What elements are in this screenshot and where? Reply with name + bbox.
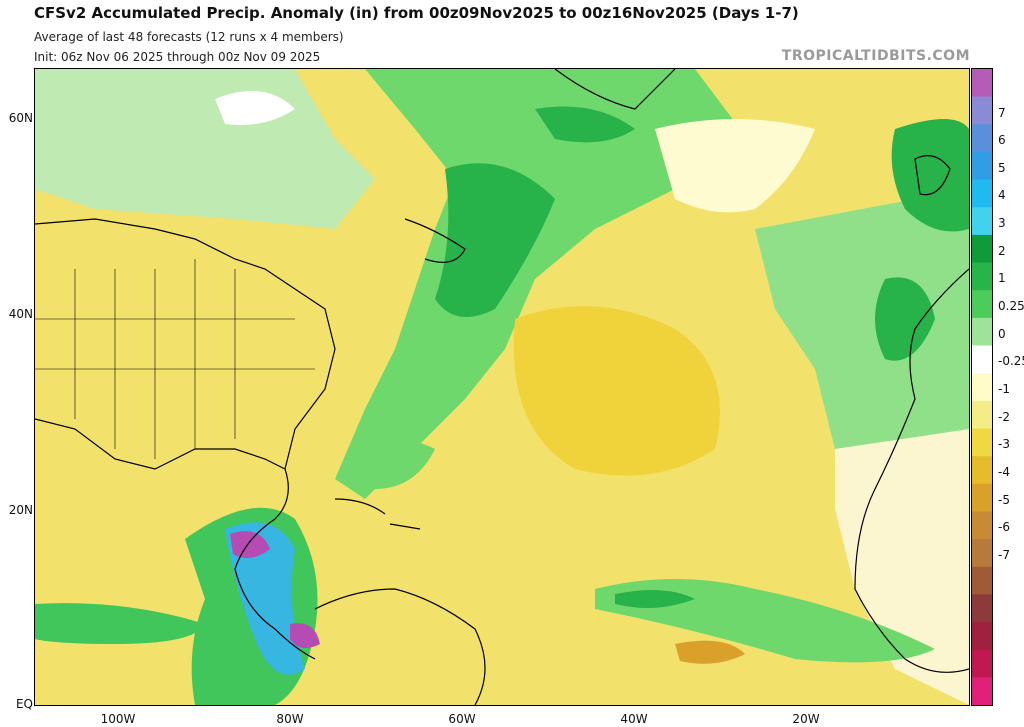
colorbar-swatch [972, 456, 992, 485]
colorbar-tick-label: 6 [998, 133, 1006, 148]
colorbar-tick-label: 3 [998, 216, 1006, 231]
colorbar-swatch [972, 677, 992, 706]
anomaly-region-west-africa [835, 429, 969, 705]
lat-label-eq: EQ [15, 697, 33, 711]
lon-label-40w: 40W [620, 712, 648, 726]
colorbar-swatch [972, 649, 992, 678]
colorbar-tick-label: 5 [998, 160, 1006, 175]
colorbar-tick-label: -4 [998, 465, 1010, 479]
lon-label-80w: 80W [276, 712, 304, 726]
brand-watermark: TROPICALTIDBITS.COM [781, 48, 970, 64]
colorbar-tick-label: -7 [998, 547, 1010, 562]
central-america-coastline [234, 468, 316, 660]
colorbar-swatch [972, 124, 992, 153]
anomaly-region-british-isles [891, 119, 969, 232]
colorbar-swatch [972, 483, 992, 512]
colorbar-tick-label: 1 [998, 271, 1006, 286]
coastlines [34, 68, 970, 706]
anomaly-region-itcz-core [615, 590, 695, 608]
lat-label-20n: 20N [8, 503, 33, 517]
colorbar-svg [972, 69, 992, 706]
anomaly-region-max-panama [290, 623, 320, 648]
newfoundland-coastline [404, 218, 466, 263]
colorbar-swatch [972, 234, 992, 264]
lon-label-100w: 100W [100, 712, 136, 726]
colorbar-tick-label: -0.25 [998, 354, 1024, 369]
colorbar-swatch [972, 566, 992, 595]
colorbar-tick-label: 4 [998, 188, 1006, 203]
anomaly-region-gulf-stream-south [355, 439, 435, 489]
lat-label-40n: 40N [8, 307, 33, 321]
colorbar-tick-label: 7 [998, 105, 1006, 120]
colorbar-swatch [972, 69, 992, 98]
colorbar-swatch [972, 317, 992, 347]
colorbar-swatch [972, 290, 992, 319]
africa-iberia-coastline [854, 268, 970, 673]
colorbar-swatch [972, 96, 992, 125]
colorbar-tick-label: -2 [998, 409, 1010, 424]
subtitle-forecasts: Average of last 48 forecasts (12 runs x … [34, 30, 344, 44]
colorbar-swatch [972, 151, 992, 181]
anomaly-region-subtropical-dry [513, 306, 720, 476]
colorbar-swatch [972, 345, 992, 374]
anomaly-region-iberia [875, 277, 935, 361]
subtitle-init: Init: 06z Nov 06 2025 through 00z Nov 09… [34, 50, 321, 64]
anomaly-region-caribbean-wet [225, 522, 305, 675]
north-america-coastline [34, 218, 336, 470]
map-svg [34, 68, 970, 706]
anomaly-region-atlantic-core [435, 163, 555, 317]
colorbar-tick-label: 0.25 [998, 299, 1024, 313]
colorbar-swatch [972, 511, 992, 540]
anomaly-region-mid-atlantic-pale [655, 119, 815, 213]
colorbar-swatch [972, 207, 992, 236]
colorbar-swatch [972, 428, 992, 457]
anomaly-region-atlantic-band [335, 69, 755, 499]
colorbar-tick-label: 0 [998, 326, 1006, 341]
greenland-coastline [554, 68, 676, 110]
colorbar-tick-label: -6 [998, 520, 1010, 535]
anomaly-region-east-pacific [35, 603, 205, 644]
lat-label-60n: 60N [8, 111, 33, 125]
colorbar-tick-label: 2 [998, 243, 1006, 258]
anomaly-region-max-west [230, 531, 270, 558]
lon-label-60w: 60W [448, 712, 476, 726]
state-border-lines [35, 259, 315, 459]
state-borders [35, 259, 315, 459]
precip-anomaly-map [34, 68, 970, 706]
anomaly-region-greenland-south [535, 106, 635, 143]
colorbar-swatch [972, 594, 992, 623]
colorbar-tick-label: -1 [998, 382, 1010, 396]
anomaly-region-east-atlantic [755, 189, 969, 499]
colorbar-swatch [972, 262, 992, 291]
colorbar-tick-label: -5 [998, 492, 1010, 507]
chart-title: CFSv2 Accumulated Precip. Anomaly (in) f… [34, 4, 799, 22]
colorbar-tick-label: -3 [998, 437, 1010, 452]
colorbar-swatch [972, 539, 992, 568]
british-isles-coastline [914, 155, 951, 196]
colorbar-swatch [972, 622, 992, 651]
caribbean-islands [334, 498, 421, 530]
south-america-coastline [314, 588, 486, 706]
colorbar-swatch [972, 373, 992, 402]
colorbar-swatch [972, 400, 992, 429]
anomaly-region-dry-spot [675, 640, 745, 664]
lon-label-20w: 20W [792, 712, 820, 726]
anomaly-region-white-patch [215, 91, 295, 125]
colorbar-swatch [972, 179, 992, 208]
colorbar [971, 68, 993, 706]
